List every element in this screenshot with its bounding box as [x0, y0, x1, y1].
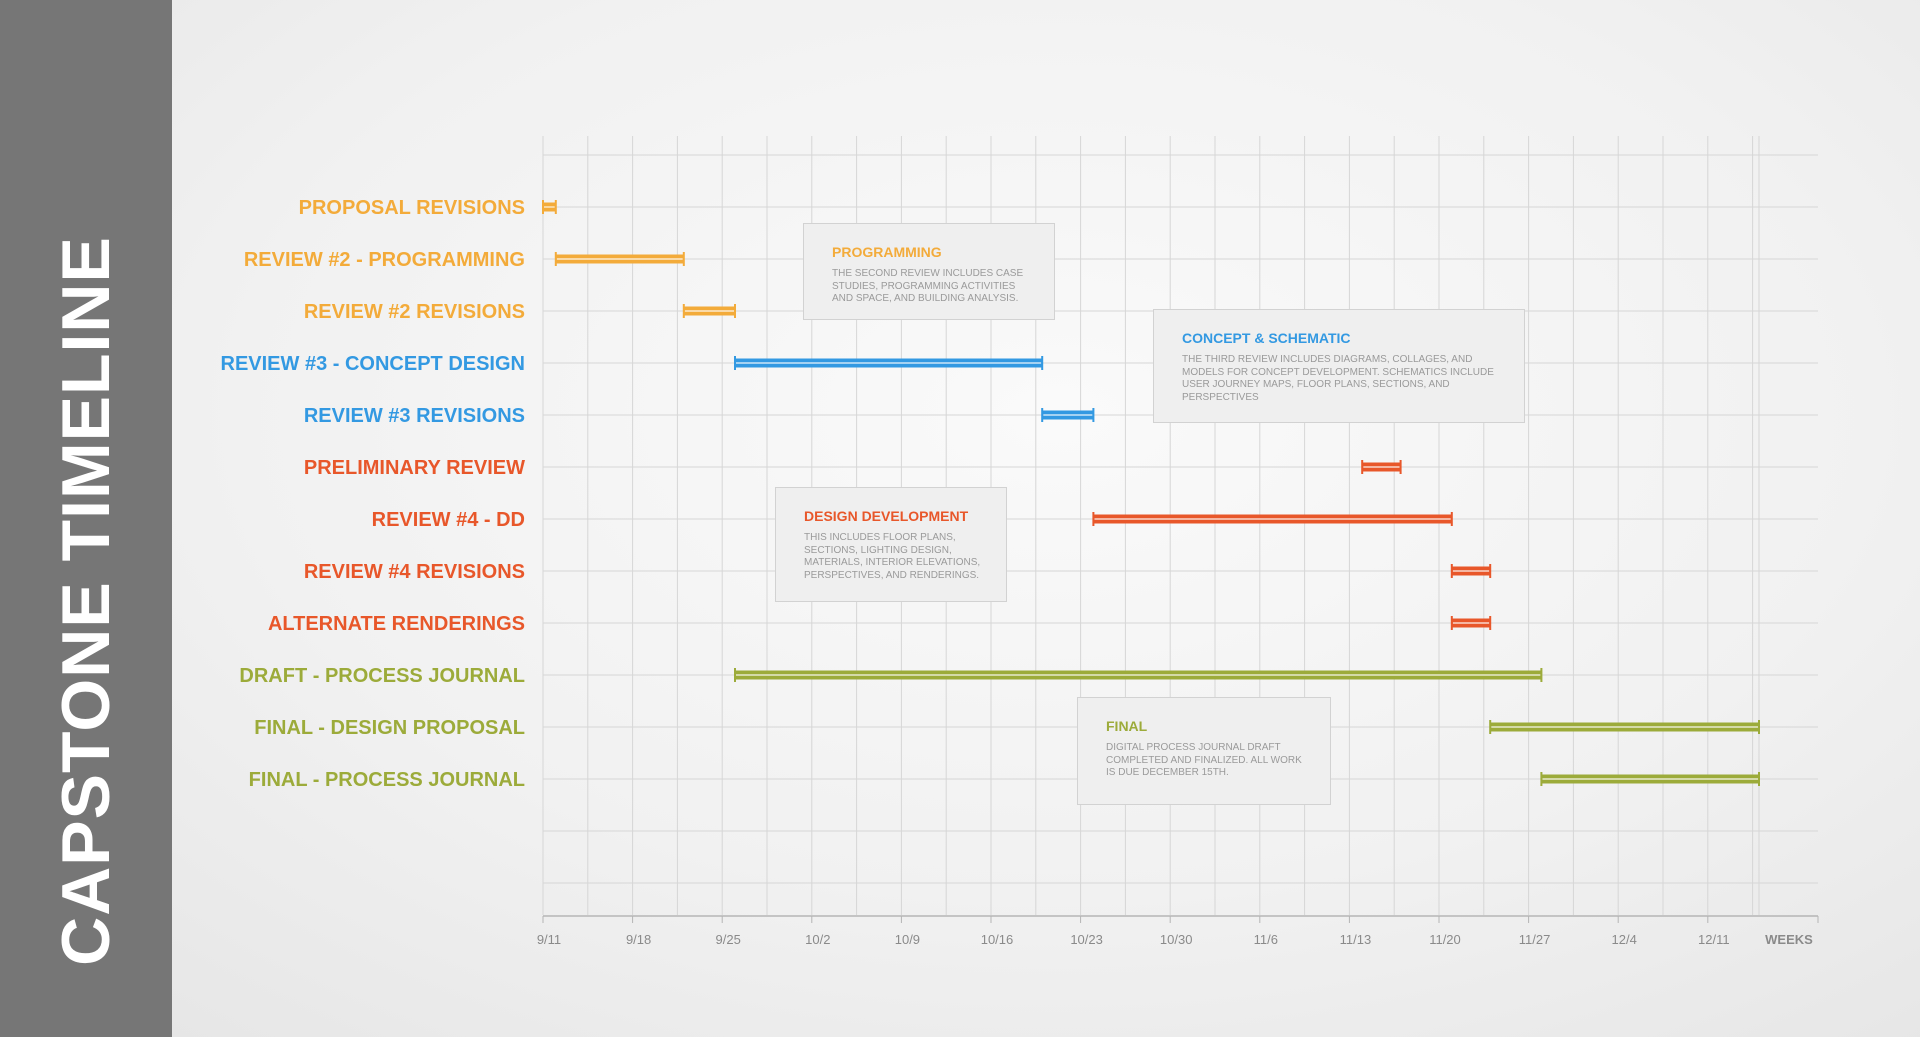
task-label: ALTERNATE RENDERINGS [268, 613, 525, 635]
task-bar-end-cap [1758, 720, 1760, 734]
task-bar-start-cap [682, 304, 685, 318]
task-bar-end-cap [1758, 772, 1760, 786]
x-tick-label: 9/25 [716, 932, 741, 947]
annotation-title: PROGRAMMING [832, 244, 942, 260]
task-label: REVIEW #3 - CONCEPT DESIGN [221, 353, 526, 375]
annotation-final: FINAL DIGITAL PROCESS JOURNAL DRAFT COMP… [1077, 697, 1331, 805]
x-tick-label: 11/13 [1340, 932, 1372, 947]
task-bar-end-cap [554, 200, 557, 214]
annotation-programming: PROGRAMMING THE SECOND REVIEW INCLUDES C… [803, 223, 1055, 320]
task-bar-end-cap [1489, 616, 1492, 630]
x-tick-label: 10/9 [895, 932, 920, 947]
x-tick-label: 10/23 [1070, 932, 1103, 947]
annotation-design-development: DESIGN DEVELOPMENT THIS INCLUDES FLOOR P… [775, 487, 1007, 602]
task-label: REVIEW #2 REVISIONS [304, 301, 525, 323]
annotation-body: THE SECOND REVIEW INCLUDES CASE STUDIES,… [832, 268, 1024, 304]
annotation-title: DESIGN DEVELOPMENT [804, 508, 969, 524]
task-bar-end-cap [734, 304, 736, 318]
x-tick-label: 11/27 [1519, 932, 1551, 947]
task-bar-end-cap [1041, 356, 1044, 370]
task-bar-start-cap [734, 356, 736, 370]
x-tick-label: 12/11 [1698, 932, 1730, 947]
task-bar-start-cap [1450, 564, 1453, 578]
task-bar-start-cap [1489, 720, 1492, 734]
task-label: REVIEW #4 - DD [372, 509, 525, 531]
task-label: DRAFT - PROCESS JOURNAL [239, 665, 525, 687]
task-bar-end-cap [1399, 460, 1402, 474]
task-label: REVIEW #2 - PROGRAMMING [244, 249, 525, 271]
task-bars [542, 200, 1760, 786]
x-tick-label: 10/30 [1160, 932, 1193, 947]
task-label: REVIEW #4 REVISIONS [304, 561, 525, 583]
task-bar-end-cap [1489, 564, 1492, 578]
task-bar-start-cap [734, 668, 736, 682]
task-label: PROPOSAL REVISIONS [299, 197, 525, 219]
task-bar-end-cap [1092, 408, 1095, 422]
task-labels: PROPOSAL REVISIONS REVIEW #2 - PROGRAMMIN… [221, 197, 526, 791]
task-bar-end-cap [682, 252, 685, 266]
task-bar-end-cap [1450, 512, 1453, 526]
task-bar-start-cap [554, 252, 557, 266]
x-tick-label: 10/16 [981, 932, 1014, 947]
task-bar-start-cap [1361, 460, 1364, 474]
annotation-title: CONCEPT & SCHEMATIC [1182, 330, 1351, 346]
x-axis: 9/11 9/18 9/25 10/2 10/9 10/16 10/23 10/30 11/6 1… [537, 915, 1819, 947]
x-tick-label: 10/2 [805, 932, 830, 947]
x-tick-label: 9/18 [626, 932, 651, 947]
task-label: FINAL - DESIGN PROPOSAL [254, 717, 525, 739]
x-tick-label: 11/20 [1429, 932, 1461, 947]
x-tick-label: 9/11 [537, 932, 561, 947]
task-bar-start-cap [1041, 408, 1044, 422]
x-tick-label: 11/6 [1254, 932, 1278, 947]
task-label: PRELIMINARY REVIEW [304, 457, 525, 479]
annotation-body: THE THIRD REVIEW INCLUDES DIAGRAMS, COLL… [1182, 354, 1494, 403]
annotation-body: THIS INCLUDES FLOOR PLANS, SECTIONS, LIG… [804, 532, 981, 581]
annotation-body: DIGITAL PROCESS JOURNAL DRAFT COMPLETED … [1106, 742, 1302, 778]
annotation-concept-schematic: CONCEPT & SCHEMATIC THE THIRD REVIEW INC… [1153, 309, 1525, 423]
task-label: FINAL - PROCESS JOURNAL [249, 769, 525, 791]
task-bar-start-cap [542, 200, 544, 214]
sidebar: CAPSTONE TIMELINE [0, 0, 172, 1037]
task-bar-start-cap [1540, 772, 1543, 786]
task-bar-start-cap [1092, 512, 1095, 526]
task-bar-end-cap [1540, 668, 1543, 682]
task-bar-start-cap [1450, 616, 1453, 630]
x-tick-label: 12/4 [1612, 932, 1637, 947]
annotation-title: FINAL [1106, 718, 1148, 734]
x-axis-label: WEEKS [1765, 932, 1813, 947]
task-label: REVIEW #3 REVISIONS [304, 405, 525, 427]
